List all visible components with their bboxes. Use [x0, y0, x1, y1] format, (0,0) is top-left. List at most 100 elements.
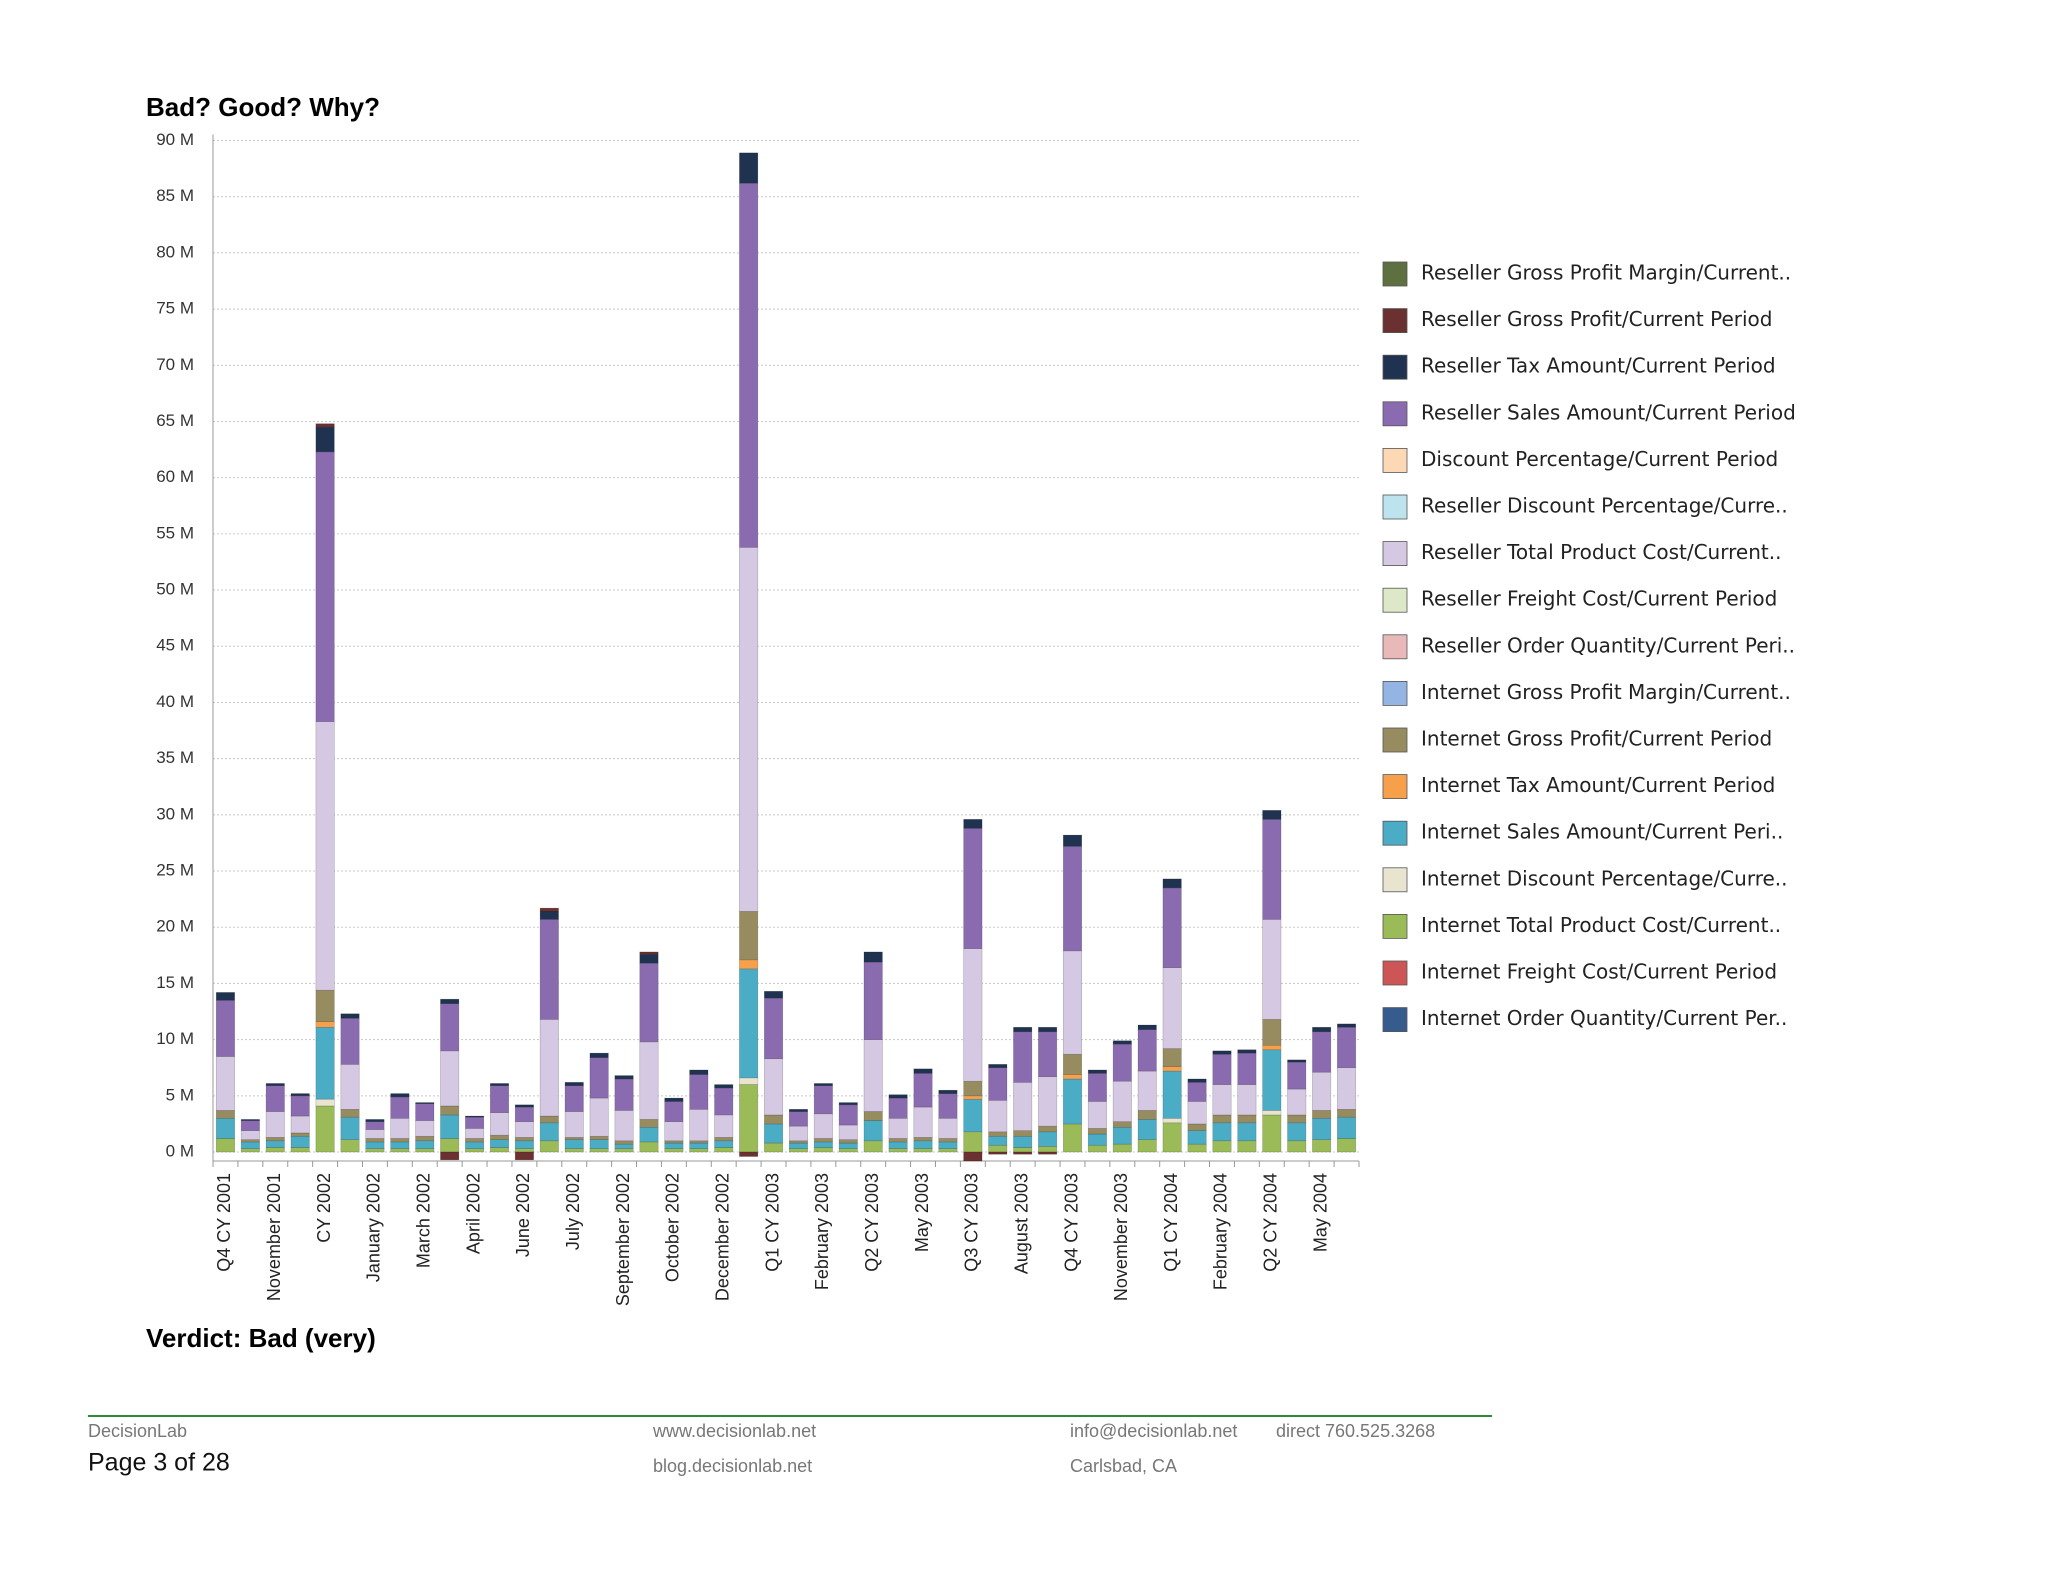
bar-segment: [1337, 1109, 1357, 1118]
bar-segment: [639, 962, 659, 1043]
footer-company: DecisionLab: [88, 1421, 187, 1441]
legend-swatch: [1382, 1007, 1408, 1032]
bar-segment: [265, 1111, 285, 1138]
bar-segment: [1262, 1110, 1282, 1116]
y-tick-label: 85 M: [156, 186, 194, 205]
bar-segment: [589, 1139, 609, 1149]
legend-label: Reseller Tax Amount/Current Period: [1421, 354, 1776, 378]
bar-segment: [1237, 1049, 1257, 1054]
legend-label: Internet Total Product Cost/Current..: [1421, 913, 1781, 937]
bar-segment: [689, 1148, 709, 1153]
bar-segment: [1137, 1029, 1157, 1072]
bar-segment: [415, 1103, 435, 1121]
bar-segment: [215, 1117, 235, 1139]
bar-segment: [1087, 1101, 1107, 1129]
bar-segment: [1162, 967, 1182, 1049]
bar-segment: [788, 1140, 808, 1144]
bar-segment: [1137, 1119, 1157, 1140]
bar-segment: [1287, 1122, 1307, 1142]
bar-segment: [365, 1148, 385, 1153]
y-tick-label: 35 M: [156, 748, 194, 767]
legend-label: Reseller Freight Cost/Current Period: [1421, 587, 1777, 611]
bar-segment: [1038, 1125, 1058, 1133]
bar-segment: [1237, 1084, 1257, 1116]
bar-segment: [689, 1069, 709, 1075]
bar-segment: [963, 1131, 983, 1153]
bar-segment: [1013, 1135, 1033, 1148]
bar-segment: [963, 948, 983, 1082]
bar-segment: [514, 1137, 534, 1142]
bar-segment: [988, 1135, 1008, 1146]
bar-segment: [1187, 1078, 1207, 1083]
bar-segment: [1137, 1110, 1157, 1120]
legend-label: Discount Percentage/Current Period: [1421, 447, 1778, 471]
bar-segment: [938, 1138, 958, 1143]
bar-segment: [589, 1135, 609, 1140]
bar-segment: [265, 1083, 285, 1086]
bar-segment: [639, 953, 659, 964]
x-tick-label: Q2 CY 2004: [1261, 1173, 1281, 1272]
y-tick-label: 65 M: [156, 411, 194, 430]
bar-segment: [863, 1111, 883, 1121]
bar-segment: [664, 1148, 684, 1153]
bar-segment: [764, 990, 784, 999]
bar-segment: [739, 1077, 759, 1085]
bar-segment: [539, 1140, 559, 1153]
bar-segment: [340, 1116, 360, 1140]
bar-segment: [340, 1064, 360, 1110]
footer-website: www.decisionlab.net: [652, 1421, 816, 1441]
bar-segment: [1337, 1067, 1357, 1110]
bar-segment: [1013, 1147, 1033, 1153]
bar-segment: [290, 1093, 310, 1097]
bar-segment: [913, 1140, 933, 1149]
footer-email: info@decisionlab.net: [1070, 1421, 1237, 1441]
bar-segment: [1187, 1082, 1207, 1102]
bar-segment: [1237, 1052, 1257, 1085]
bar-segment: [365, 1121, 385, 1130]
bar-segment: [689, 1074, 709, 1110]
bar-segment: [440, 1050, 460, 1107]
x-tick-label: April 2002: [463, 1173, 483, 1254]
bar-segment: [415, 1120, 435, 1137]
bar-segment: [340, 1139, 360, 1153]
bar-segment: [788, 1111, 808, 1127]
bar-segment: [614, 1143, 634, 1149]
bar-segment: [315, 1105, 335, 1153]
bar-segment: [1337, 1026, 1357, 1069]
bar-segment: [1162, 887, 1182, 968]
bar-segment: [365, 1141, 385, 1149]
bar-segment: [664, 1142, 684, 1149]
bar-segment: [1262, 1019, 1282, 1046]
legend-label: Reseller Order Quantity/Current Peri..: [1421, 633, 1795, 657]
bar-segment: [1087, 1073, 1107, 1102]
bar-segment: [988, 1064, 1008, 1069]
bar-segment: [664, 1097, 684, 1102]
bar-segment: [390, 1093, 410, 1098]
bar-segment: [1212, 1140, 1232, 1153]
bar-segment: [813, 1083, 833, 1086]
bar-segment: [1262, 819, 1282, 920]
bar-segment: [215, 1110, 235, 1119]
bar-segment: [664, 1140, 684, 1144]
bar-segment: [589, 1148, 609, 1153]
bar-segment: [489, 1112, 510, 1136]
x-tick-label: October 2002: [663, 1173, 683, 1282]
bar-segment: [639, 1119, 659, 1128]
bar-segment: [1112, 1080, 1132, 1122]
bar-segment: [489, 1139, 510, 1148]
bar-segment: [1062, 1074, 1083, 1080]
x-tick-label: CY 2002: [314, 1173, 334, 1243]
bar-segment: [888, 1097, 908, 1119]
bar-segment: [838, 1148, 858, 1153]
bar-segment: [1137, 1139, 1157, 1153]
bar-segment: [963, 1095, 983, 1100]
y-tick-label: 60 M: [156, 467, 194, 486]
bar-segment: [863, 1120, 883, 1142]
legend-label: Internet Sales Amount/Current Peri..: [1421, 820, 1783, 844]
x-tick-label: December 2002: [712, 1173, 732, 1301]
legend-swatch: [1382, 354, 1408, 380]
bar-segment: [489, 1147, 510, 1153]
bar-segment: [739, 152, 759, 184]
bar-segment: [988, 1100, 1008, 1133]
bar-segment: [813, 1085, 833, 1115]
